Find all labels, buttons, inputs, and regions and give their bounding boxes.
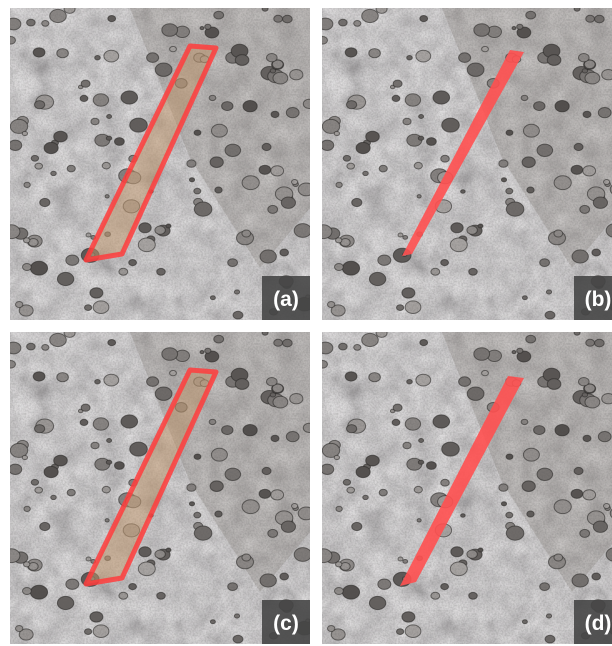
panel-label: (b) [585, 288, 612, 311]
panel-label: (d) [585, 612, 612, 635]
page: {"panels": [{"label": "(a)"}, {"label": … [0, 0, 612, 646]
image-panel: (d) [315, 329, 612, 644]
figure: (a) (b) (c) (d) [0, 0, 612, 646]
panel-label: (c) [273, 612, 299, 635]
image-panel: (b) [315, 5, 612, 320]
image-panel: (a) [3, 5, 315, 320]
grain [322, 8, 612, 320]
grain [322, 332, 612, 644]
image-panel: (c) [3, 329, 315, 644]
panel-label: (a) [273, 288, 299, 311]
